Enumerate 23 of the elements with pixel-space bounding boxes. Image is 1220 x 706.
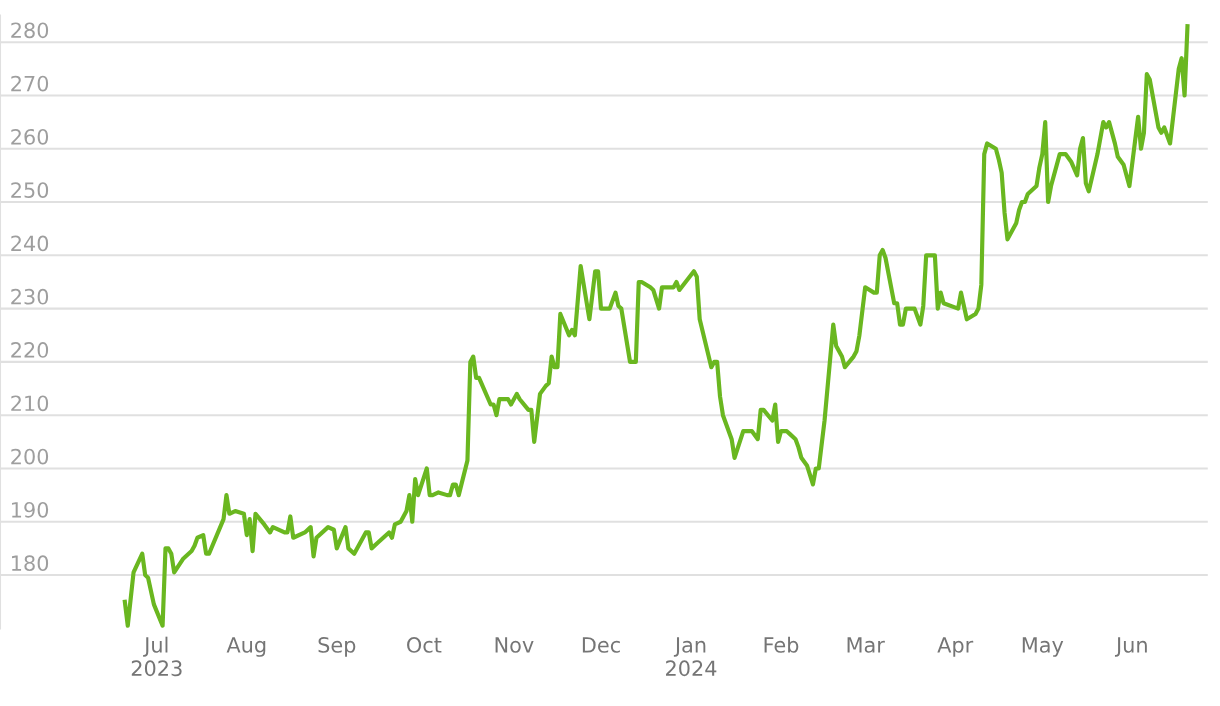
y-tick-label: 180 bbox=[12, 555, 49, 572]
x-tick-label: Jun bbox=[1114, 637, 1147, 657]
x-tick-label: Sep bbox=[318, 637, 356, 657]
y-tick-label: 220 bbox=[11, 342, 49, 358]
x-tick-label: Dec bbox=[582, 637, 620, 653]
y-tick-label: 270 bbox=[11, 75, 49, 92]
y-tick-label: 260 bbox=[11, 128, 49, 145]
y-tick-label: 240 bbox=[11, 235, 49, 252]
y-tick-label: 250 bbox=[11, 182, 49, 198]
y-tick-label: 280 bbox=[11, 22, 49, 39]
y-tick-label: 210 bbox=[11, 395, 49, 412]
x-tick-label: Apr bbox=[937, 637, 974, 657]
x-tick-label: Feb bbox=[764, 636, 799, 653]
x-tick-label: Jul 2023 bbox=[131, 636, 182, 677]
x-tick-label: Oct bbox=[407, 637, 442, 653]
x-tick-label: Nov bbox=[495, 637, 534, 653]
y-tick-label: 230 bbox=[11, 288, 49, 305]
y-tick-label: 200 bbox=[11, 448, 49, 465]
x-tick-label: Mar bbox=[847, 637, 885, 653]
x-tick-label: Aug bbox=[226, 637, 266, 657]
x-tick-label: Jan 2024 bbox=[666, 637, 717, 677]
y-tick-label: 190 bbox=[12, 501, 49, 518]
x-tick-label: May bbox=[1022, 637, 1064, 657]
